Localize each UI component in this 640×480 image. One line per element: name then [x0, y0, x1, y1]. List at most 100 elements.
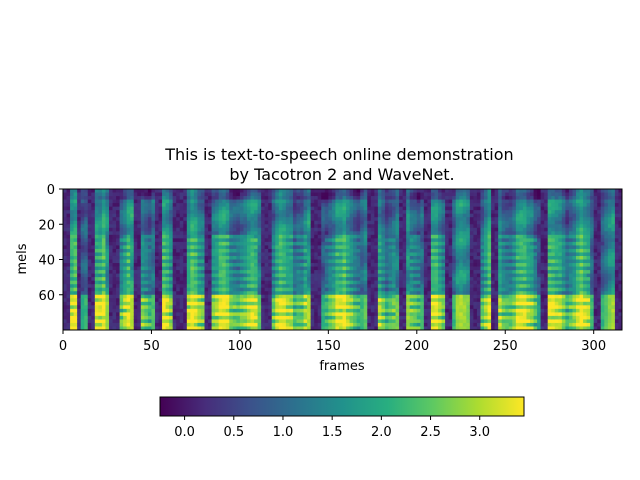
heatmap-cell — [462, 266, 467, 271]
heatmap-cell — [402, 227, 407, 232]
heatmap-cell — [430, 263, 435, 267]
heatmap-cell — [236, 220, 241, 225]
heatmap-cell — [225, 241, 230, 246]
heatmap-cell — [123, 245, 128, 250]
heatmap-cell — [416, 312, 421, 317]
heatmap-cell — [183, 277, 188, 282]
heatmap-cell — [480, 203, 485, 208]
heatmap-cell — [105, 312, 110, 317]
heatmap-cell — [123, 255, 128, 260]
heatmap-cell — [254, 231, 258, 236]
heatmap-cell — [324, 270, 329, 274]
heatmap-cell — [498, 227, 503, 232]
heatmap-cell — [289, 192, 294, 197]
heatmap-cell — [158, 241, 163, 246]
heatmap-cell — [356, 263, 361, 267]
heatmap-cell — [338, 266, 343, 271]
heatmap-cell — [271, 294, 276, 299]
heatmap-cell — [137, 291, 142, 296]
heatmap-cell — [434, 298, 439, 303]
heatmap-cell — [423, 312, 428, 317]
heatmap-cell — [289, 252, 294, 257]
heatmap-cell — [218, 227, 223, 232]
heatmap-cell — [70, 301, 75, 306]
heatmap-cell — [112, 305, 117, 310]
heatmap-cell — [409, 189, 414, 193]
heatmap-cell — [112, 227, 117, 232]
heatmap-cell — [73, 234, 78, 239]
heatmap-cell — [172, 192, 177, 197]
heatmap-cell — [211, 315, 216, 320]
heatmap-cell — [133, 192, 138, 197]
heatmap-cell — [246, 224, 251, 229]
heatmap-cell — [246, 238, 251, 243]
heatmap-cell — [307, 280, 312, 285]
heatmap-cell — [445, 263, 450, 267]
heatmap-cell — [264, 305, 269, 310]
heatmap-cell — [384, 259, 389, 264]
heatmap-cell — [250, 213, 255, 218]
heatmap-cell — [186, 322, 191, 327]
heatmap-cell — [484, 308, 488, 313]
heatmap-cell — [459, 287, 464, 292]
heatmap-cell — [278, 217, 283, 222]
heatmap-cell — [445, 287, 450, 292]
heatmap-cell — [183, 263, 188, 267]
heatmap-cell — [420, 294, 425, 299]
heatmap-cell — [183, 273, 188, 278]
heatmap-cell — [420, 308, 425, 313]
heatmap-cell — [289, 305, 294, 310]
heatmap-cell — [278, 210, 283, 215]
heatmap-cell — [399, 312, 404, 317]
heatmap-cell — [77, 287, 82, 292]
heatmap-cell — [268, 213, 273, 218]
heatmap-cell — [491, 277, 496, 282]
heatmap-cell — [469, 192, 474, 197]
heatmap-cell — [66, 189, 71, 193]
heatmap-cell — [77, 315, 82, 320]
heatmap-cell — [452, 294, 457, 299]
heatmap-cell — [409, 319, 414, 324]
heatmap-cell — [84, 210, 89, 215]
heatmap-cell — [94, 255, 99, 260]
heatmap-cell — [395, 270, 400, 274]
heatmap-cell — [328, 252, 333, 257]
heatmap-cell — [268, 270, 273, 274]
heatmap-cell — [208, 273, 212, 278]
heatmap-cell — [438, 263, 442, 267]
heatmap-cell — [208, 326, 212, 331]
heatmap-cell — [84, 199, 89, 204]
heatmap-cell — [84, 220, 89, 225]
heatmap-cell — [406, 319, 411, 324]
heatmap-cell — [112, 308, 117, 313]
heatmap-cell — [179, 217, 184, 222]
heatmap-cell — [98, 199, 103, 204]
heatmap-cell — [434, 315, 439, 320]
heatmap-cell — [406, 298, 411, 303]
heatmap-cell — [165, 199, 170, 204]
heatmap-cell — [473, 199, 478, 204]
heatmap-cell — [438, 238, 442, 243]
heatmap-cell — [84, 266, 89, 271]
heatmap-cell — [501, 308, 506, 313]
heatmap-cell — [416, 248, 421, 253]
heatmap-cell — [349, 280, 354, 285]
heatmap-cell — [87, 238, 92, 243]
heatmap-cell — [402, 196, 407, 200]
heatmap-cell — [469, 203, 474, 208]
heatmap-cell — [204, 245, 209, 250]
heatmap-cell — [116, 315, 121, 320]
heatmap-cell — [158, 270, 163, 274]
heatmap-cell — [94, 189, 99, 193]
heatmap-cell — [91, 227, 96, 232]
heatmap-cell — [480, 192, 485, 197]
heatmap-cell — [63, 308, 67, 313]
heatmap-cell — [112, 248, 117, 253]
heatmap-cell — [154, 308, 159, 313]
heatmap-cell — [349, 192, 354, 197]
heatmap-cell — [409, 298, 414, 303]
heatmap-cell — [381, 326, 386, 331]
heatmap-cell — [285, 277, 290, 282]
heatmap-cell — [402, 248, 407, 253]
heatmap-cell — [239, 196, 244, 200]
